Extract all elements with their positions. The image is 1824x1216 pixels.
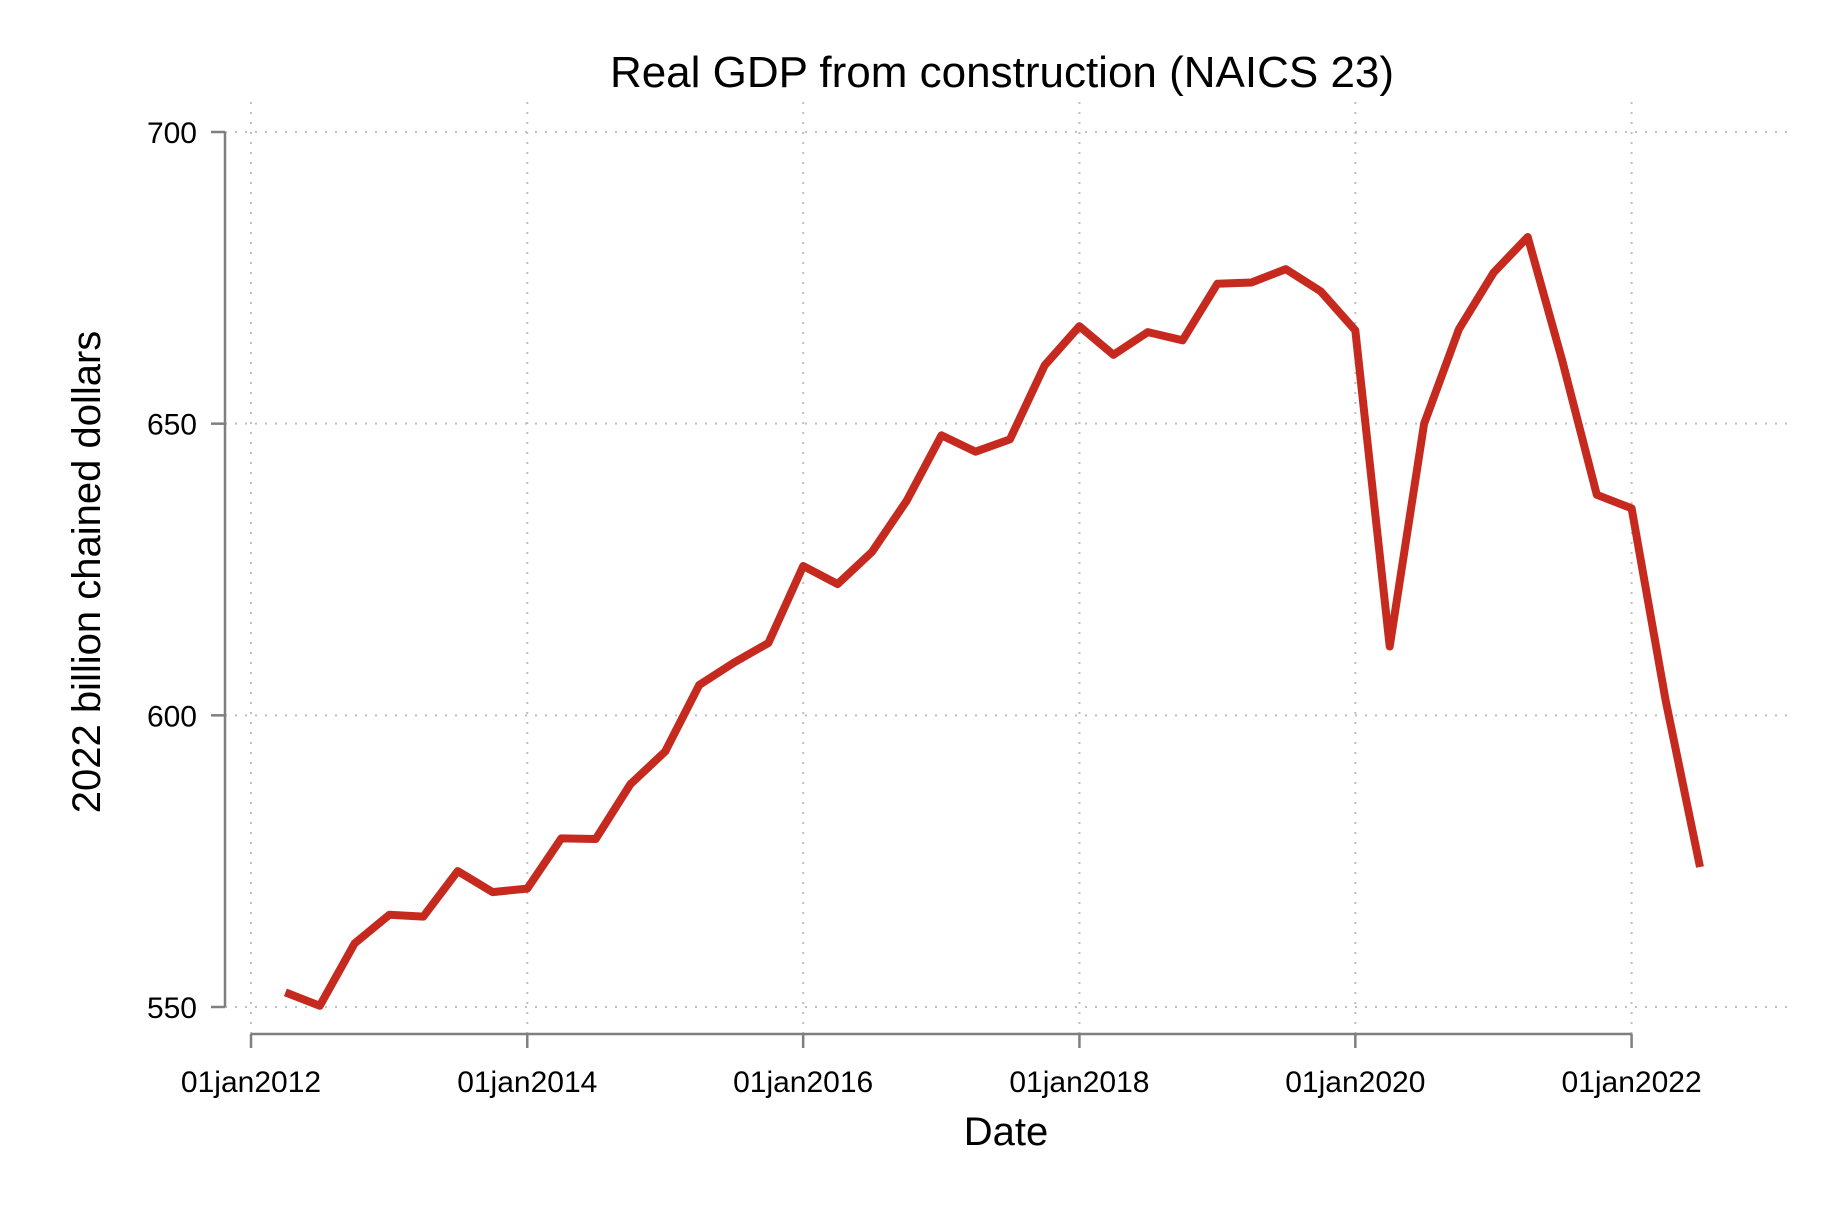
y-tick-label: 650: [147, 409, 197, 442]
y-axis-label: 2022 billion chained dollars: [65, 331, 109, 814]
x-axis-ticks: 01jan2012 01jan2014 01jan2016 01jan2018 01ja…: [181, 1034, 1702, 1099]
series-line: [283, 233, 1704, 1010]
x-tick-label: 01jan2012: [181, 1066, 321, 1099]
y-tick-label: 550: [147, 992, 197, 1025]
x-gridlines: [250, 102, 1633, 1034]
y-tick-label: 700: [147, 117, 197, 150]
x-tick-label: 01jan2016: [733, 1066, 873, 1099]
x-axis-label: Date: [964, 1110, 1049, 1154]
series-group: [283, 233, 1704, 1010]
chart-title: Real GDP from construction (NAICS 23): [610, 48, 1394, 97]
x-tick-label: 01jan2022: [1562, 1066, 1702, 1099]
y-axis-ticks: 550 600 650 700: [147, 117, 225, 1025]
y-gridlines: [225, 131, 1790, 1008]
x-tick-label: 01jan2020: [1285, 1066, 1425, 1099]
x-tick-label: 01jan2014: [457, 1066, 597, 1099]
y-tick-label: 600: [147, 700, 197, 733]
x-tick-label: 01jan2018: [1009, 1066, 1149, 1099]
